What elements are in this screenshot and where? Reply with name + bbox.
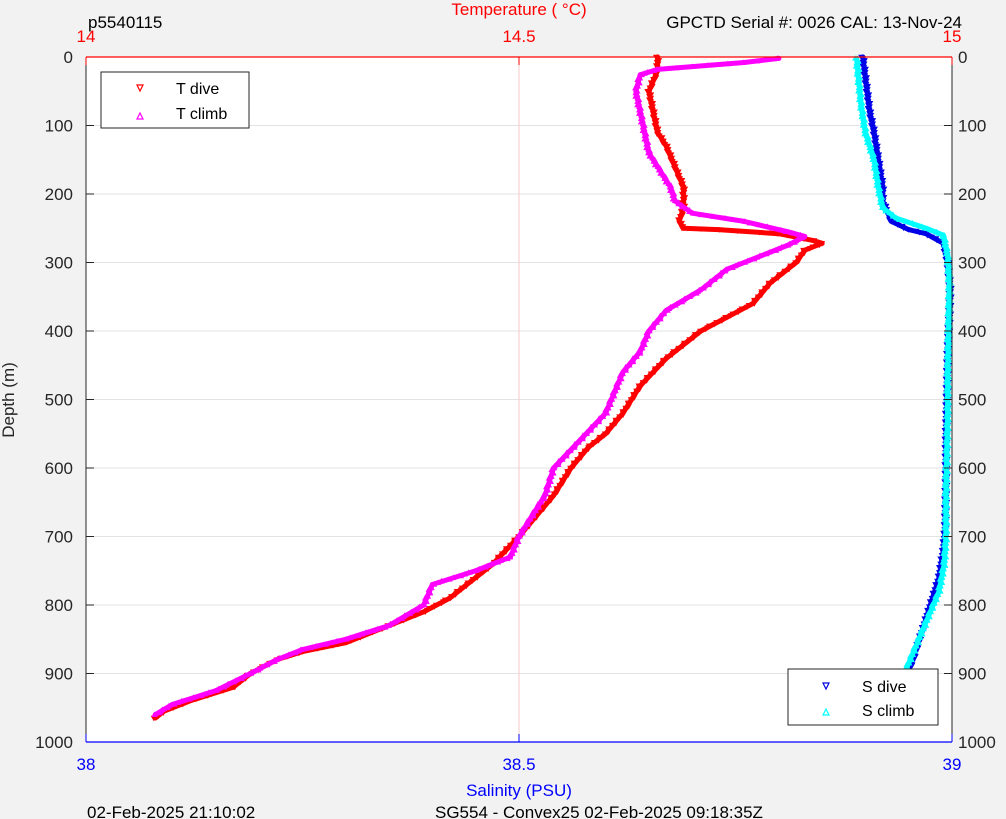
depth-tick-label-left: 0 [64, 48, 73, 67]
depth-tick-label-left: 500 [45, 391, 73, 410]
salinity-tick-label: 38.5 [502, 755, 535, 774]
salinity-axis-label: Salinity (PSU) [466, 781, 572, 800]
depth-tick-label-right: 500 [958, 391, 986, 410]
depth-tick-label-right: 700 [958, 528, 986, 547]
legend-temperature: T dive T climb [100, 71, 250, 129]
depth-tick-label-right: 800 [958, 596, 986, 615]
depth-tick-label-right: 1000 [958, 733, 996, 752]
t-dive-series [150, 54, 826, 722]
legend-s-dive-label: S dive [862, 679, 907, 696]
depth-tick-label-left: 300 [45, 254, 73, 273]
t-climb-series [151, 55, 808, 718]
temperature-tick-label: 15 [943, 27, 962, 46]
depth-tick-label-right: 100 [958, 117, 986, 136]
depth-tick-label-right: 200 [958, 185, 986, 204]
depth-tick-label-right: 300 [958, 254, 986, 273]
depth-tick-label-left: 1000 [35, 733, 73, 752]
legend-salinity: S dive S climb [787, 668, 939, 726]
legend-salinity-box [787, 668, 939, 726]
legend-t-dive-marker [136, 84, 144, 93]
depth-tick-label-right: 0 [958, 48, 967, 67]
axes-layer: 0 0 100 100 200 200 300 300 400 400 500 500 600 600 70… [35, 27, 996, 774]
depth-tick-label-left: 200 [45, 185, 73, 204]
legend-s-dive-marker [822, 682, 830, 691]
footer-mission: SG554 - Convex25 02-Feb-2025 09:18:35Z [435, 803, 763, 819]
salinity-tick-label: 38 [77, 755, 96, 774]
salinity-tick-label: 39 [943, 755, 962, 774]
t-climb-markers [151, 55, 807, 717]
profile-id: p5540115 [88, 13, 162, 32]
temperature-tick-label: 14.5 [502, 27, 535, 46]
depth-tick-label-right: 900 [958, 665, 986, 684]
depth-tick-label-left: 400 [45, 322, 73, 341]
legend-t-climb-label: T climb [176, 106, 227, 123]
footer-timestamp: 02-Feb-2025 21:10:02 [87, 803, 255, 819]
depth-tick-label-left: 800 [45, 596, 73, 615]
depth-tick-label-left: 900 [45, 665, 73, 684]
temperature-tick-label: 14 [77, 27, 96, 46]
temperature-axis-label: Temperature ( °C) [451, 0, 586, 19]
depth-tick-label-left: 100 [45, 117, 73, 136]
s-climb-markers [852, 55, 955, 717]
depth-tick-label-right: 600 [958, 459, 986, 478]
legend-t-dive-label: T dive [176, 81, 219, 98]
t-dive-markers [150, 54, 826, 722]
depth-tick-label-left: 700 [45, 528, 73, 547]
series-layer [150, 54, 955, 722]
depth-tick-label-left: 600 [45, 459, 73, 478]
depth-axis-label: Depth (m) [0, 362, 18, 438]
legend-s-climb-marker [822, 707, 830, 716]
legend-temperature-box [100, 71, 250, 129]
instrument-info: GPCTD Serial #: 0026 CAL: 13-Nov-24 [666, 13, 962, 32]
depth-tick-label-right: 400 [958, 322, 986, 341]
legend-s-climb-label: S climb [862, 703, 915, 720]
s-climb-series [852, 55, 955, 718]
legend-t-climb-marker [136, 111, 144, 120]
